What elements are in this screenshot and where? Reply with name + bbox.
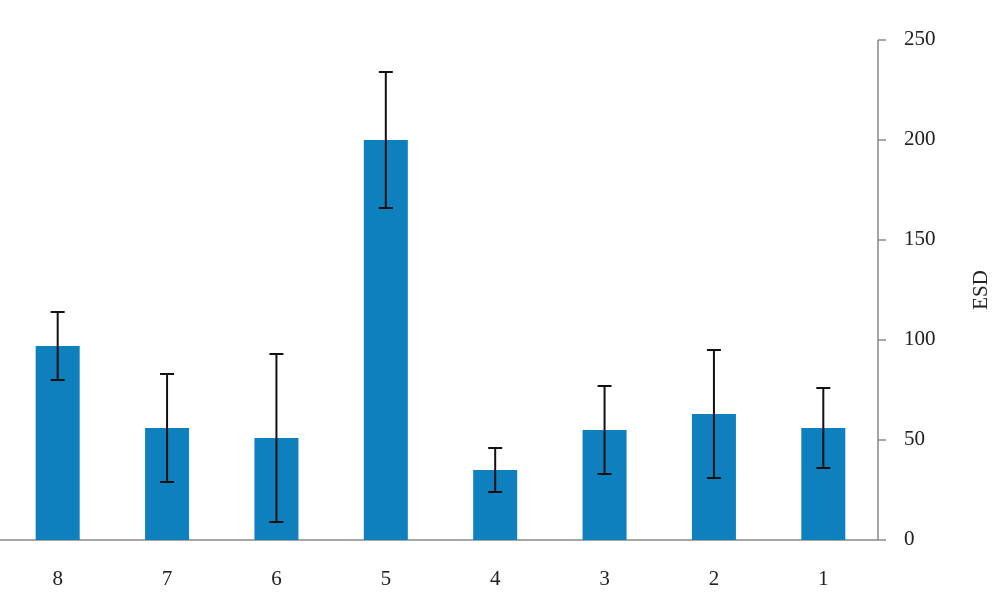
y-tick-label: 150 — [904, 226, 936, 250]
y-tick-label: 200 — [904, 126, 936, 150]
y-axis-label: ESD — [968, 270, 992, 310]
error-bar — [160, 373, 175, 483]
error-bar — [816, 387, 831, 469]
error-bar — [269, 353, 284, 523]
error-bar — [378, 71, 393, 209]
error-bar — [50, 311, 65, 381]
y-tick-label: 0 — [904, 526, 915, 550]
x-tick-label: 4 — [490, 566, 501, 590]
error-bar — [488, 447, 503, 493]
x-tick-label: 2 — [709, 566, 720, 590]
error-bar — [706, 349, 721, 479]
x-tick-label: 3 — [599, 566, 610, 590]
y-tick-label: 250 — [904, 26, 936, 50]
y-tick-label: 50 — [904, 426, 925, 450]
x-tick-label: 5 — [381, 566, 392, 590]
x-tick-label: 7 — [162, 566, 173, 590]
x-tick-label: 1 — [818, 566, 829, 590]
x-tick-label: 8 — [52, 566, 63, 590]
x-tick-label: 6 — [271, 566, 282, 590]
error-bar — [597, 385, 612, 475]
y-tick-label: 100 — [904, 326, 936, 350]
